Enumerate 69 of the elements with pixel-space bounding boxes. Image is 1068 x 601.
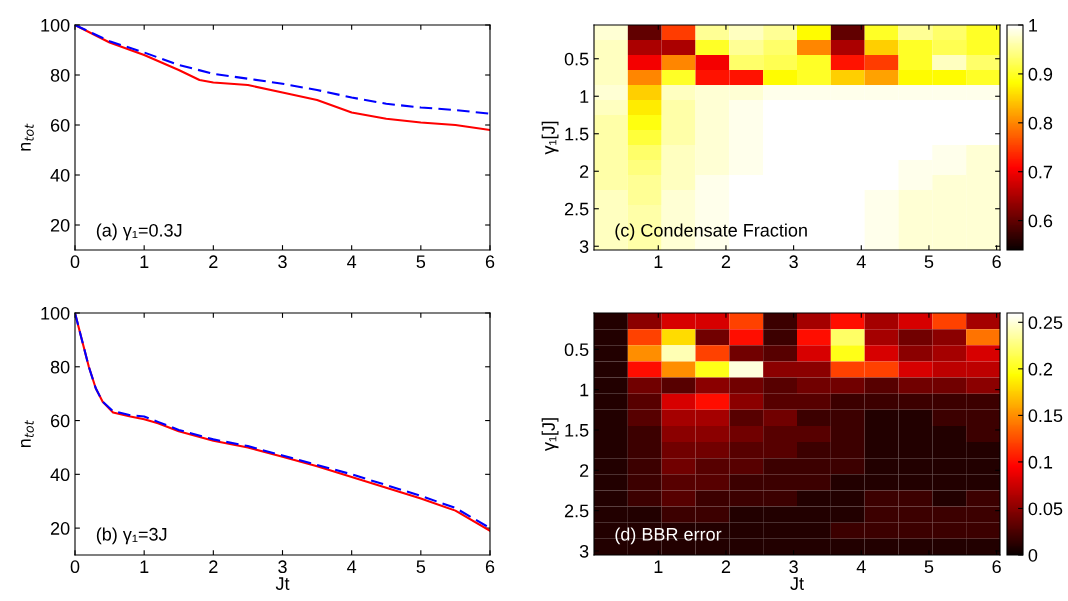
y-tick-label: 40 — [50, 468, 70, 482]
y-tick-label: 20 — [50, 218, 70, 232]
x-tick-label: 4 — [856, 560, 866, 573]
x-axis-title: Jt — [790, 577, 804, 590]
y-tick-label: 2 — [580, 165, 589, 178]
x-tick-label: 2 — [721, 255, 731, 268]
x-tick-label: 5 — [416, 255, 426, 269]
x-tick-label: 6 — [992, 255, 1001, 269]
x-tick-label: 0 — [70, 560, 80, 574]
x-tick-label: 1 — [140, 560, 149, 573]
color-bar-label: 0.7 — [1028, 165, 1053, 179]
color-bar-label: 0.05 — [1028, 502, 1063, 516]
x-tick-label: 6 — [485, 255, 495, 269]
y-tick-label: 0.5 — [564, 52, 589, 66]
color-bar-label: 0.1 — [1028, 455, 1053, 469]
y-tick-label: 2.5 — [564, 202, 589, 216]
color-bar-label: 0.25 — [1028, 316, 1063, 330]
x-tick-label: 2 — [209, 560, 218, 573]
x-tick-label: 4 — [856, 255, 866, 268]
x-tick-label: 3 — [278, 255, 287, 269]
y-tick-label: 80 — [50, 68, 70, 82]
y-tick-label: 100 — [41, 306, 70, 320]
x-tick-label: 6 — [485, 560, 495, 574]
x-tick-label: 3 — [789, 560, 798, 574]
color-bar-label: 0.9 — [1028, 67, 1053, 81]
y-axis-title: γ₁[J] — [541, 121, 559, 155]
x-axis-title: Jt — [275, 577, 290, 590]
annotation: (d) BBR error — [615, 527, 722, 545]
y-tick-label: 60 — [50, 118, 70, 132]
y-tick-label: 20 — [50, 522, 70, 535]
y-tick-label: 3 — [579, 544, 589, 558]
y-tick-label: 80 — [50, 360, 70, 374]
x-tick-label: 1 — [654, 255, 663, 268]
y-tick-label: 2 — [580, 464, 589, 477]
y-tick-label: 1 — [580, 383, 589, 397]
x-tick-label: 4 — [347, 560, 357, 573]
annotation: (c) Condensate Fraction — [615, 223, 807, 241]
x-tick-label: 5 — [924, 560, 934, 574]
y-axis-title: γ₁[J] — [541, 418, 559, 452]
y-tick-label: 0.5 — [564, 343, 589, 357]
x-tick-label: 3 — [278, 560, 287, 574]
y-tick-label: 60 — [50, 414, 70, 428]
y-axis-title: n$_{tot}$ — [20, 123, 34, 151]
x-tick-label: 2 — [209, 255, 218, 268]
x-tick-label: 2 — [721, 560, 731, 573]
x-tick-label: 5 — [924, 255, 934, 269]
x-tick-label: 1 — [140, 255, 149, 268]
color-bar-label: 1 — [1029, 19, 1038, 32]
x-tick-label: 5 — [416, 560, 426, 574]
y-axis-title: n$_{tot}$ — [20, 420, 34, 448]
annotation: (b) γ₁=3J — [96, 527, 167, 545]
annotation: (a) γ₁=0.3J — [96, 223, 182, 241]
y-tick-label: 40 — [50, 168, 70, 182]
y-tick-label: 1.5 — [565, 127, 589, 141]
y-tick-label: 2.5 — [564, 504, 589, 518]
x-tick-label: 6 — [992, 560, 1001, 574]
x-tick-label: 0 — [70, 255, 80, 269]
y-tick-label: 1.5 — [565, 424, 589, 437]
x-tick-label: 4 — [347, 255, 357, 268]
y-tick-label: 3 — [579, 240, 589, 253]
color-bar-label: 0.6 — [1028, 214, 1053, 228]
x-tick-label: 3 — [789, 255, 798, 269]
y-tick-label: 100 — [41, 18, 70, 32]
color-bar-label: 0.8 — [1028, 116, 1053, 130]
color-bar-label: 0 — [1028, 548, 1038, 562]
y-tick-label: 1 — [580, 90, 589, 103]
x-tick-label: 1 — [654, 560, 663, 573]
color-bar-label: 0.15 — [1028, 409, 1063, 423]
color-bar-label: 0.2 — [1028, 362, 1053, 376]
